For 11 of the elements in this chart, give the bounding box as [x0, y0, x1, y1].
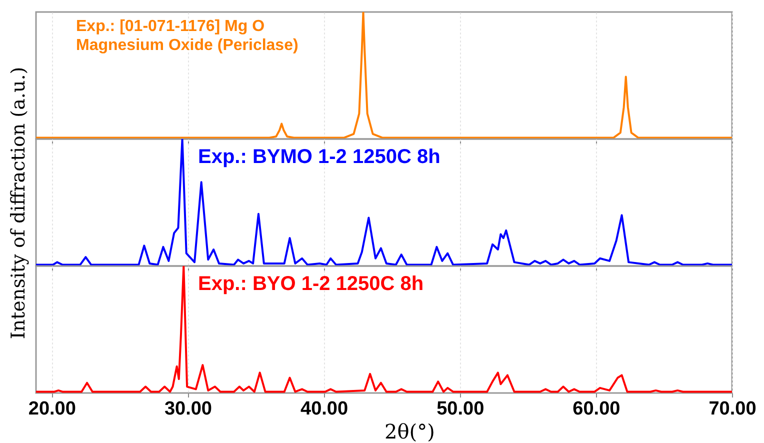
series-label: Exp.: BYMO 1-2 1250C 8h	[198, 146, 440, 168]
x-tick-label: 30.00	[164, 398, 212, 420]
x-tick-label: 70.00	[708, 398, 756, 420]
series-label: Exp.: BYO 1-2 1250C 8h	[198, 273, 424, 295]
y-axis-title: Intensity of diffraction (a.u.)	[8, 66, 30, 340]
x-tick-label: 20.00	[28, 398, 76, 420]
x-tick-label: 40.00	[300, 398, 348, 420]
x-tick-label: 50.00	[436, 398, 484, 420]
x-tick-label: 60.00	[572, 398, 620, 420]
x-axis-title: 2θ(°)	[384, 420, 435, 443]
text: Exp.: [01-071-1176] Mg O Magnesium Oxide (Periclase)	[76, 18, 298, 54]
